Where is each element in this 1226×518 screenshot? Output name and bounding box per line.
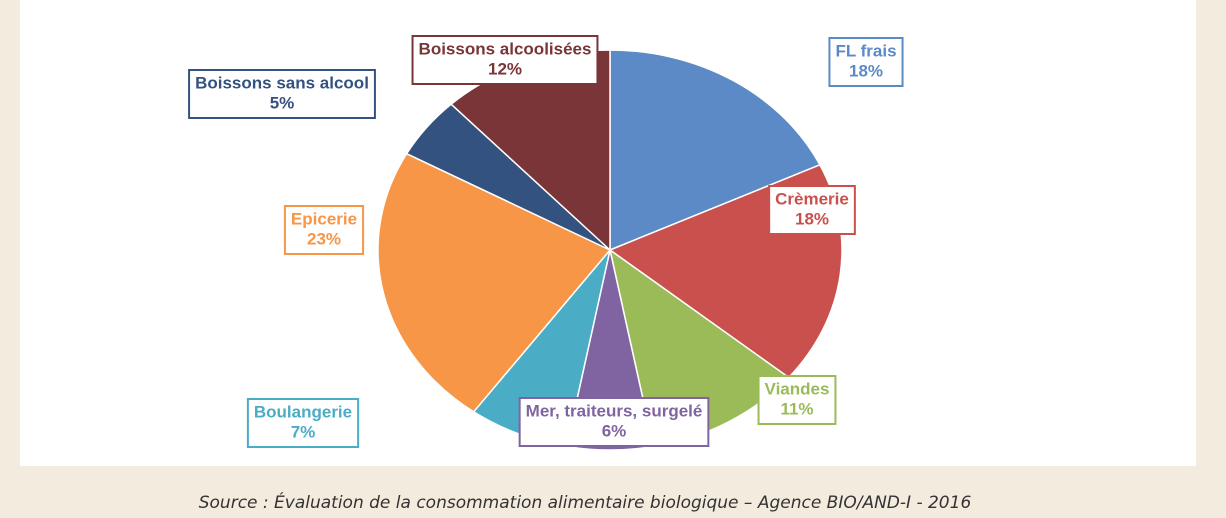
label-box — [283, 205, 365, 255]
category-label: Mer, traiteurs, surgelé — [526, 401, 703, 420]
value-label: 7% — [291, 422, 316, 441]
value-label: 18% — [795, 209, 829, 228]
source: Source : Évaluation de la consommation a… — [199, 491, 972, 513]
pie-slice — [609, 49, 821, 252]
category-label: FL frais — [835, 41, 896, 60]
label-box — [757, 375, 837, 425]
label-box — [411, 35, 599, 85]
label-box — [188, 69, 376, 119]
pie-slice — [377, 152, 612, 413]
category-label: Boissons sans alcool — [195, 73, 369, 92]
value-label: 5% — [270, 93, 295, 112]
label-box — [828, 37, 904, 87]
label-box — [246, 398, 360, 448]
value-label: 11% — [780, 399, 813, 418]
category-label: Epicerie — [291, 209, 357, 228]
label-box — [768, 185, 856, 235]
value-label: 6% — [602, 421, 627, 440]
value-label: 12% — [488, 59, 522, 78]
label-box — [518, 397, 710, 447]
category-label: Crèmerie — [775, 189, 849, 208]
category-label: Boissons alcoolisées — [419, 39, 592, 58]
category-label: Boulangerie — [254, 402, 352, 421]
value-label: 23% — [307, 229, 341, 248]
value-label: 18% — [849, 61, 883, 80]
category-label: Viandes — [765, 379, 830, 398]
